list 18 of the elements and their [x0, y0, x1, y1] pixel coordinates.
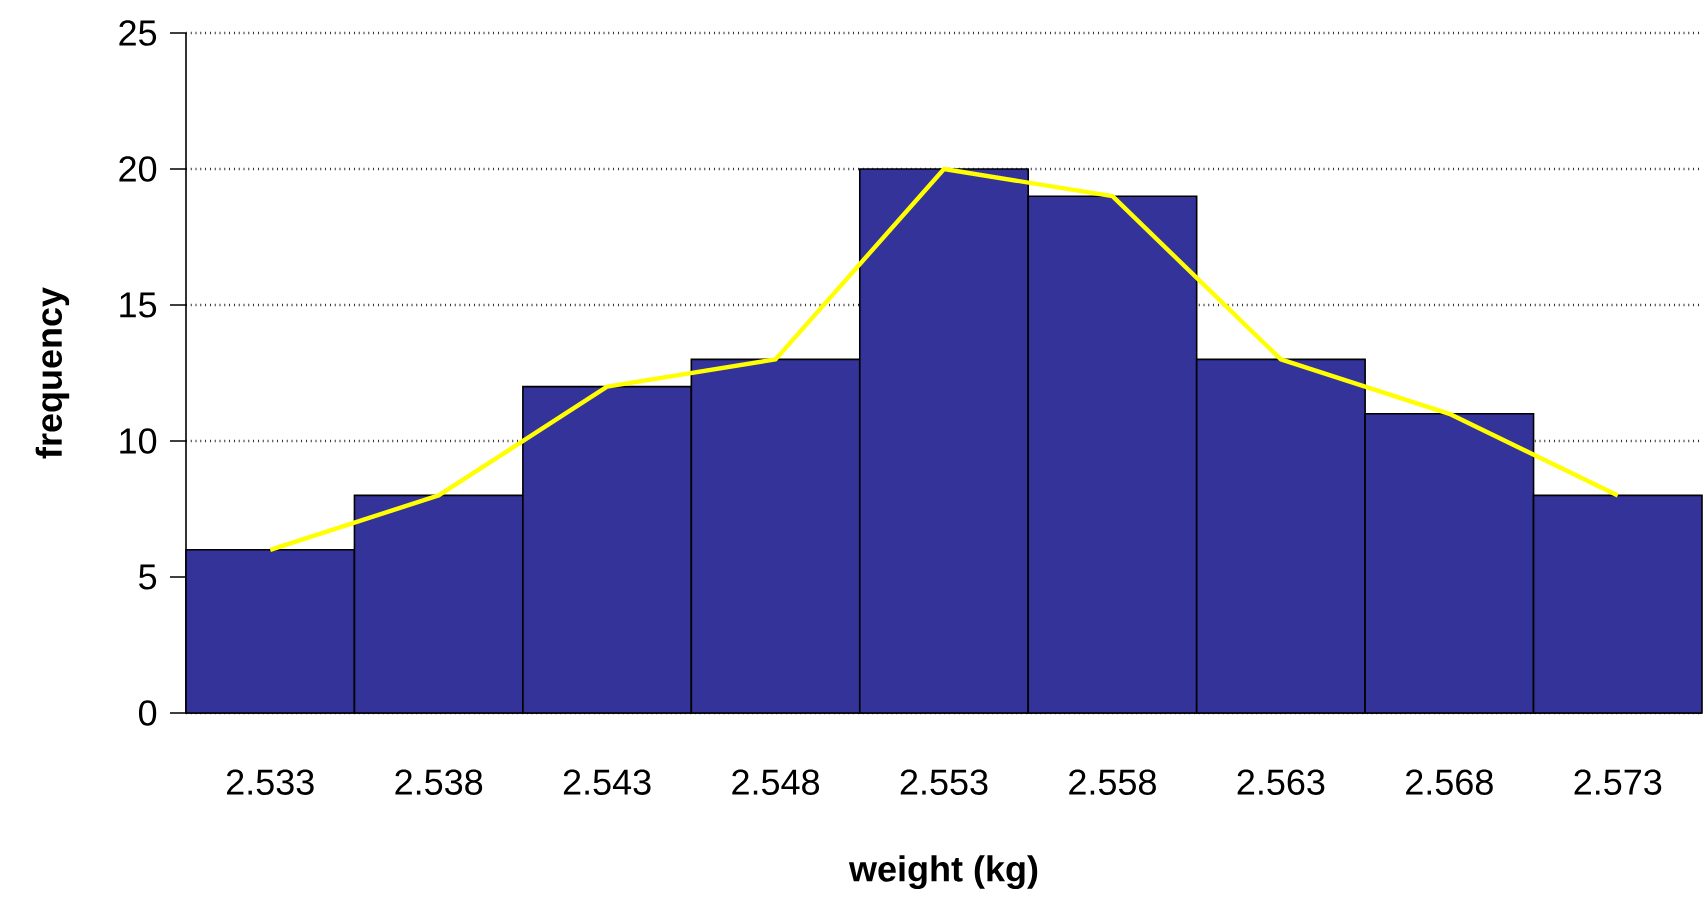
line-series	[268, 166, 1620, 552]
y-tick-label: 15	[120, 292, 157, 318]
x-tick-label: 2.558	[1069, 769, 1156, 795]
x-tick-label: 2.538	[395, 769, 483, 795]
y-tick-label: 10	[120, 428, 157, 454]
x-tick-label: 2.573	[1574, 769, 1662, 795]
x-tick-label: 2.533	[227, 769, 314, 795]
x-tick-label: 2.563	[1237, 769, 1325, 795]
x-tick-label: 2.568	[1406, 769, 1493, 795]
y-tick-label: 0	[138, 700, 157, 726]
x-tick-label: 2.543	[563, 769, 651, 795]
x-tick-label: 2.553	[900, 769, 988, 795]
y-tick-label: 20	[119, 156, 157, 182]
y-axis-title: frequency	[35, 287, 70, 459]
x-axis-title: weight (kg)	[848, 855, 1038, 889]
y-tick-label: 5	[139, 564, 157, 590]
y-tick-label: 25	[119, 20, 157, 46]
x-tick-label: 2.548	[732, 769, 820, 795]
